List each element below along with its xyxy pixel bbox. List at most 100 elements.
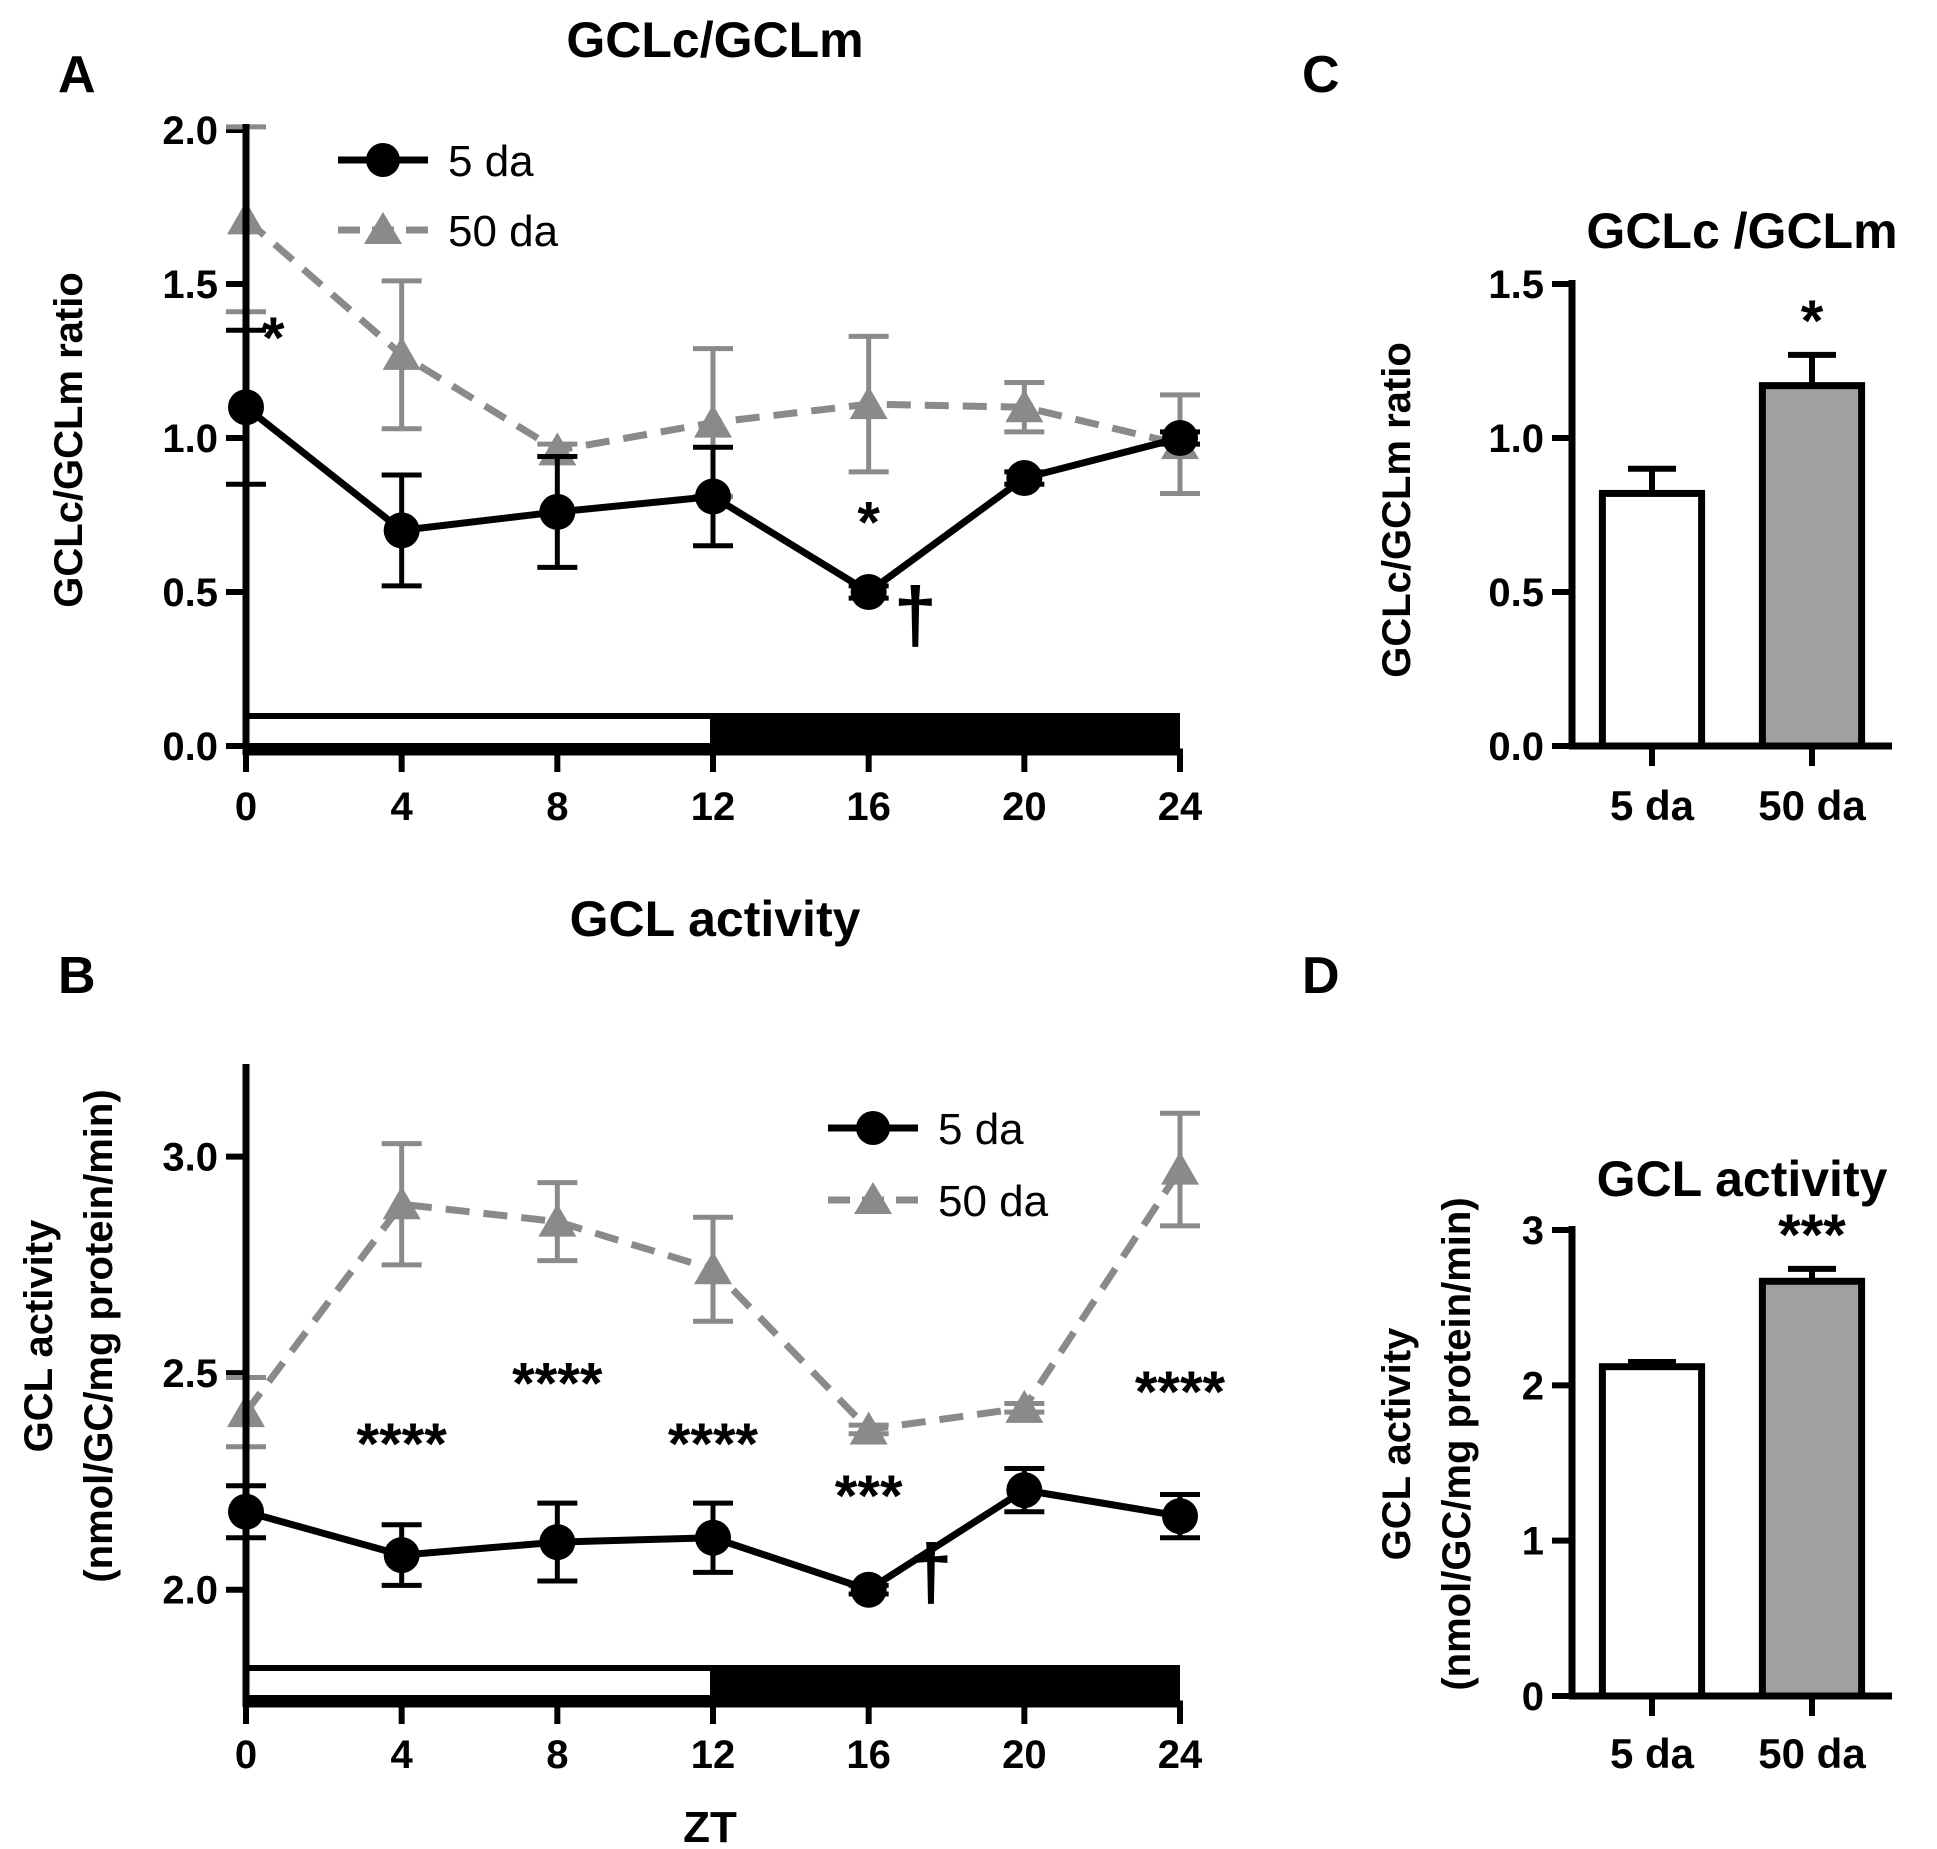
data-point (382, 336, 421, 370)
y-tick-label: 3 (1522, 1209, 1544, 1253)
panel-c-y-axis-label: GCLc/GCLm ratio (1375, 342, 1419, 678)
y-tick-label: 2.5 (162, 1352, 218, 1396)
bar-50da (1758, 382, 1866, 750)
dagger-annotation: † (894, 570, 937, 658)
x-tick-label: 16 (846, 1733, 891, 1777)
x-tick-label: 0 (235, 785, 257, 829)
panel-label-a: A (58, 46, 96, 104)
legend-50da-label: 50 da (448, 207, 559, 256)
data-point (1006, 460, 1043, 497)
x-tick-label: 20 (1002, 785, 1047, 829)
x-tick-label: 8 (546, 785, 568, 829)
legend-5da-marker (856, 1111, 890, 1145)
panel-b-line-chart: GCL activity GCL activity (nmol/GC/mg pr… (17, 891, 1226, 1849)
panel-a-y-axis-label: GCLc/GCLm ratio (47, 272, 91, 608)
significance-annotation: * (262, 306, 285, 371)
panel-a-line-chart: GCLc/GCLm GCLc/GCLm ratio 0.0 0.5 1.0 1.5 2.… (47, 12, 1203, 829)
data-point (383, 1537, 420, 1574)
y-tick-label: 1.5 (1488, 263, 1544, 307)
significance-annotation: **** (668, 1412, 759, 1477)
panel-d-title: GCL activity (1597, 1151, 1888, 1207)
y-tick-label: 1 (1522, 1520, 1544, 1564)
x-tick-label: 12 (691, 785, 736, 829)
significance-annotation: * (1801, 289, 1824, 354)
series-5da (226, 1465, 1200, 1608)
data-point (849, 1411, 888, 1445)
y-tick-label: 0 (1522, 1675, 1544, 1719)
legend-5da-label: 5 da (938, 1105, 1024, 1154)
y-tick-label: 0.5 (1488, 571, 1544, 615)
panel-a-title: GCLc/GCLm (566, 12, 863, 68)
significance-annotation: * (857, 491, 880, 556)
data-point (695, 1519, 731, 1556)
panel-b-y-axis-label-line1: GCL activity (17, 1219, 61, 1452)
x-tick-label: 4 (391, 785, 414, 829)
x-tick-label: 12 (691, 1733, 736, 1777)
dark-phase-bar (713, 1665, 1180, 1701)
panel-c-bar-chart: GCLc /GCLm GCLc/GCLm ratio 0.00.51.01.5 … (1375, 203, 1898, 829)
panel-b-y-axis-label-line2: (nmol/GC/mg protein/min) (77, 1089, 121, 1582)
x-tick-label: 4 (391, 1733, 414, 1777)
data-point (382, 1186, 421, 1220)
panel-b-x-axis-label: ZT (683, 1803, 737, 1849)
y-tick-label: 2.0 (162, 1569, 218, 1613)
data-point (1162, 420, 1198, 456)
data-point (850, 574, 887, 610)
y-tick-label: 0.0 (1488, 725, 1544, 769)
legend-50da-marker (364, 212, 402, 244)
bar-5da (1598, 489, 1706, 750)
data-point (694, 1251, 732, 1285)
y-tick-label: 1.0 (1488, 417, 1544, 461)
y-tick-label: 1.0 (162, 417, 218, 461)
significance-annotation: **** (357, 1412, 448, 1477)
panel-label-c: C (1302, 46, 1340, 104)
data-point (849, 386, 888, 420)
y-tick-label: 2 (1522, 1364, 1544, 1408)
legend-50da-marker (854, 1182, 892, 1214)
significance-annotation: **** (512, 1351, 603, 1416)
significance-annotation: *** (1778, 1203, 1846, 1268)
y-tick-label: 0.5 (162, 571, 218, 615)
series-50da (226, 1110, 1200, 1450)
panel-d-y-axis-label-line2: (nmol/GC/mg protein/min) (1435, 1197, 1479, 1690)
x-tick-label: 8 (546, 1733, 568, 1777)
x-tick-label: 50 da (1758, 782, 1866, 829)
data-point (538, 1203, 577, 1237)
panel-c-title: GCLc /GCLm (1586, 203, 1897, 259)
data-point (1006, 1472, 1043, 1509)
data-point (539, 1524, 576, 1561)
data-point (694, 404, 732, 438)
significance-annotation: **** (1135, 1360, 1226, 1425)
y-tick-label: 2.0 (162, 109, 218, 153)
y-tick-label: 0.0 (162, 725, 218, 769)
light-phase-bar (243, 1665, 716, 1701)
x-tick-label: 24 (1158, 785, 1203, 829)
legend-5da-marker (366, 143, 400, 177)
panel-label-d: D (1302, 947, 1340, 1005)
light-phase-bar (243, 713, 716, 749)
data-point (850, 1571, 887, 1608)
bar-50da (1758, 1277, 1866, 1700)
data-point (1005, 1389, 1044, 1423)
series-50da (226, 124, 1200, 500)
y-tick-label: 1.5 (162, 263, 218, 307)
panel-b-legend: 5 da 50 da (828, 1105, 1049, 1226)
x-tick-label: 0 (235, 1733, 257, 1777)
panel-label-b: B (58, 947, 96, 1005)
data-point (695, 478, 731, 515)
y-tick-label: 3.0 (162, 1136, 218, 1180)
legend-50da-label: 50 da (938, 1177, 1049, 1226)
data-point (1162, 1498, 1198, 1535)
panel-d-y-axis-label-line1: GCL activity (1375, 1327, 1419, 1560)
bar-5da (1598, 1363, 1706, 1700)
data-point (1005, 389, 1044, 423)
legend-5da-label: 5 da (448, 137, 534, 186)
data-point (539, 493, 576, 530)
significance-annotation: *** (835, 1464, 903, 1529)
data-point (1161, 1151, 1199, 1185)
x-tick-label: 24 (1158, 1733, 1203, 1777)
x-tick-label: 5 da (1610, 782, 1695, 829)
dagger-annotation: † (909, 1527, 952, 1615)
x-tick-label: 16 (846, 785, 891, 829)
